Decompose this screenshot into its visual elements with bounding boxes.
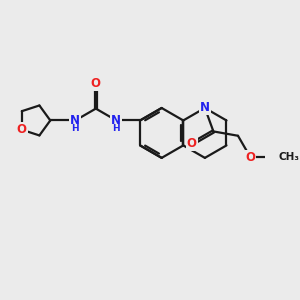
Text: O: O bbox=[245, 151, 256, 164]
Text: H: H bbox=[112, 124, 120, 133]
Text: N: N bbox=[200, 101, 210, 115]
Text: O: O bbox=[91, 77, 101, 90]
Text: O: O bbox=[17, 123, 27, 136]
Text: O: O bbox=[187, 137, 197, 150]
Text: N: N bbox=[111, 114, 122, 127]
Text: H: H bbox=[71, 124, 79, 133]
Text: N: N bbox=[70, 114, 80, 127]
Text: CH₃: CH₃ bbox=[279, 152, 300, 162]
